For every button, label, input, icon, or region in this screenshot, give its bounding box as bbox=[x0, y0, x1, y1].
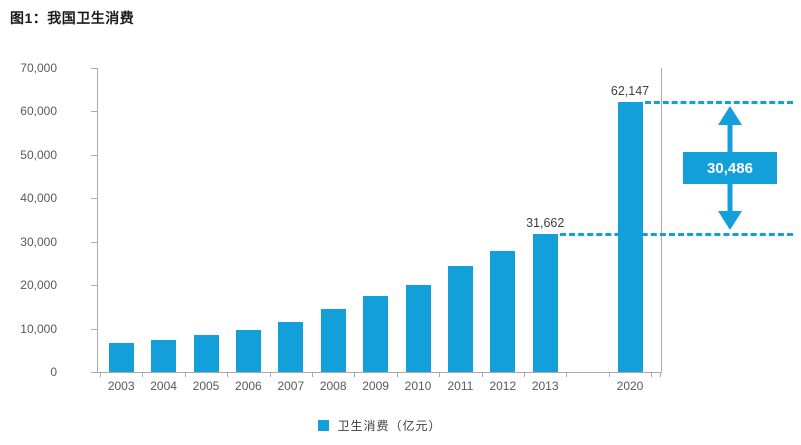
y-tick-label: 60,000 bbox=[20, 104, 57, 119]
x-tick-label: 2009 bbox=[362, 379, 389, 393]
x-tick bbox=[184, 372, 186, 377]
y-tick-label: 30,000 bbox=[20, 234, 57, 249]
bar-2011 bbox=[447, 266, 473, 372]
x-tick-label: 2010 bbox=[404, 379, 432, 393]
chart-legend: 卫生消费（亿元） bbox=[0, 417, 760, 434]
x-tick-label: 2007 bbox=[277, 379, 305, 393]
y-tick-label: 10,000 bbox=[20, 321, 57, 336]
y-tick bbox=[91, 372, 97, 373]
x-tick bbox=[660, 372, 661, 377]
x-tick bbox=[100, 372, 101, 377]
y-tick-label: 40,000 bbox=[20, 191, 57, 206]
difference-value-box: 30,486 bbox=[683, 152, 777, 184]
y-tick-label: 20,000 bbox=[20, 278, 57, 293]
x-tick-label: 2008 bbox=[319, 379, 347, 393]
y-tick bbox=[91, 328, 97, 330]
bar-2003 bbox=[108, 343, 134, 372]
x-tick bbox=[439, 372, 441, 377]
y-tick bbox=[91, 68, 97, 69]
plot-area bbox=[97, 68, 662, 373]
y-tick bbox=[91, 285, 97, 287]
legend-swatch-icon bbox=[318, 420, 330, 431]
bar-2012 bbox=[490, 251, 516, 372]
x-tick bbox=[566, 372, 568, 377]
bar-2006 bbox=[235, 330, 261, 372]
dashed-reference-line-2020 bbox=[644, 101, 793, 105]
bar-2009 bbox=[363, 296, 389, 372]
y-tick-label: 70,000 bbox=[20, 61, 57, 75]
x-tick-label: 2020 bbox=[616, 379, 644, 393]
y-tick-label: 50,000 bbox=[20, 147, 57, 162]
x-tick bbox=[608, 372, 610, 377]
x-tick bbox=[142, 372, 144, 377]
bar-2004 bbox=[151, 339, 177, 372]
bar-2020 bbox=[617, 102, 643, 372]
x-tick bbox=[354, 372, 356, 377]
x-tick bbox=[481, 372, 483, 377]
y-tick bbox=[91, 198, 97, 200]
x-tick bbox=[651, 372, 653, 377]
x-tick bbox=[524, 372, 525, 377]
x-tick-label: 2004 bbox=[150, 379, 177, 393]
bar-2007 bbox=[278, 322, 304, 372]
x-tick-label: 2012 bbox=[489, 379, 517, 393]
x-tick-label: 2013 bbox=[531, 379, 559, 393]
x-tick-label: 2003 bbox=[107, 379, 135, 393]
x-tick-label: 2011 bbox=[447, 379, 474, 393]
chart-title: 图1：我国卫生消费 bbox=[10, 10, 135, 26]
x-tick bbox=[312, 372, 313, 377]
bar-value-label-2020: 62,147 bbox=[610, 84, 650, 99]
x-tick bbox=[269, 372, 271, 377]
y-tick bbox=[91, 154, 97, 156]
x-tick bbox=[396, 372, 398, 377]
bar-2010 bbox=[405, 285, 431, 372]
dashed-reference-line-2013 bbox=[559, 233, 793, 237]
bar-2013 bbox=[532, 234, 558, 372]
bar-2008 bbox=[320, 309, 346, 372]
y-tick bbox=[91, 111, 97, 113]
legend-label: 卫生消费（亿元） bbox=[337, 419, 442, 433]
y-tick bbox=[91, 241, 97, 243]
x-tick bbox=[227, 372, 229, 377]
y-tick-label: 0 bbox=[50, 365, 57, 379]
bar-value-label-2013: 31,662 bbox=[526, 216, 565, 231]
bar-2005 bbox=[193, 335, 219, 372]
x-tick-label: 2006 bbox=[235, 379, 262, 393]
x-tick-label: 2005 bbox=[192, 379, 220, 393]
